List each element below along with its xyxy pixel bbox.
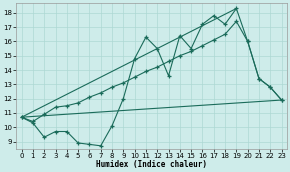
X-axis label: Humidex (Indice chaleur): Humidex (Indice chaleur) (96, 160, 207, 169)
